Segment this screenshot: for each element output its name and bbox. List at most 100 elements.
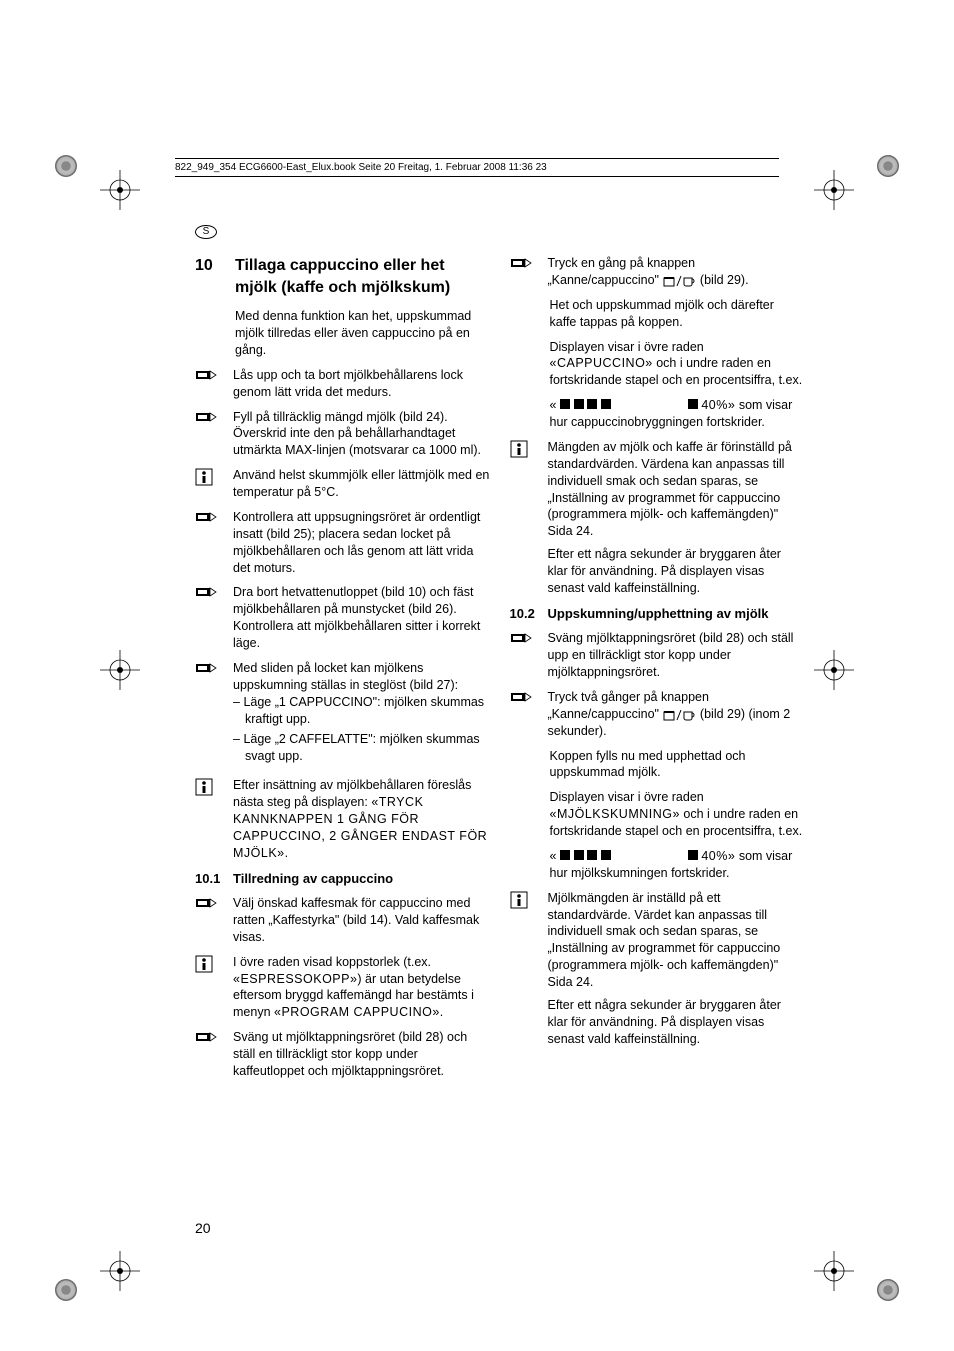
subsection-title: Uppskumning/upphettning av mjölk [548,605,805,623]
text-fragment: Med sliden på locket kan mjölkens uppsku… [233,661,458,692]
instruction-item: Med sliden på locket kan mjölkens uppsku… [195,660,490,769]
instruction-text: Tryck en gång på knappen „Kanne/cappucci… [548,255,805,289]
text-fragment: Mjölkmängden är inställd på ett standard… [548,890,805,991]
instruction-text: Välj önskad kaffesmak för cappuccino med… [233,895,490,946]
registration-mark-icon [814,650,854,695]
info-item: Mängden av mjölk och kaffe är förinställ… [510,439,805,597]
text-fragment: som visar hur cappuccinobryggningen fort… [550,398,793,429]
text-fragment: Displayen visar i övre raden [550,790,704,804]
info-icon [195,467,225,501]
hand-pointer-icon [195,660,225,769]
page: 822_949_354 ECG6600-East_Elux.book Seite… [0,0,954,1351]
text-fragment: « [550,398,557,412]
corner-dot-icon [55,155,77,177]
text-fragment: I övre raden visad koppstorlek (t.ex. [233,955,431,969]
progress-block-icon [574,399,584,409]
corner-dot-icon [877,1279,899,1301]
bullet-text: Läge „1 CAPPUCCINO": mjölken skummas kra… [243,695,484,726]
info-icon [510,439,540,597]
registration-mark-icon [100,1251,140,1291]
info-text: Mängden av mjölk och kaffe är förinställ… [548,439,805,597]
progress-block-icon [688,399,698,409]
info-text: Använd helst skummjölk eller lättmjölk m… [233,467,490,501]
hand-pointer-icon [195,509,225,577]
instruction-text: Dra bort hetvattenutloppet (bild 10) och… [233,584,490,652]
hand-pointer-icon [510,255,540,289]
display-text: «MJÖLKSKUMNING» [550,807,680,821]
hand-pointer-icon [510,630,540,681]
instruction-item: Fyll på tillräcklig mängd mjölk (bild 24… [195,409,490,460]
jug-cup-icon [662,708,696,722]
text-fragment: » [728,398,735,412]
info-icon [510,890,540,1048]
text-fragment: » [728,849,735,863]
subsection-number: 10.2 [510,605,540,623]
progress-block-icon [560,850,570,860]
page-number: 20 [195,1220,211,1236]
paragraph: Koppen fylls nu med upphettad och uppsku… [550,748,805,782]
text-fragment: . [440,1005,443,1019]
jug-cup-icon [662,274,696,288]
info-item: Efter insättning av mjölkbehållaren före… [195,777,490,861]
text-fragment: Efter ett några sekunder är bryggaren åt… [548,546,805,597]
subsection-number: 10.1 [195,870,225,888]
content-area: 10 Tillaga cappuccino eller het mjölk (k… [195,255,804,1088]
section-title: Tillaga cappuccino eller het mjölk (kaff… [235,255,490,298]
info-text: Mjölkmängden är inställd på ett standard… [548,890,805,1048]
paragraph: Displayen visar i övre raden «MJÖLKSKUMN… [550,789,805,840]
registration-mark-icon [100,650,140,695]
instruction-text: Tryck två gånger på knappen „Kanne/cappu… [548,689,805,740]
instruction-text: Lås upp och ta bort mjölkbehållarens loc… [233,367,490,401]
text-fragment: (bild 29). [700,273,749,287]
subsection-heading: 10.2 Uppskumning/upphettning av mjölk [510,605,805,623]
info-item: Använd helst skummjölk eller lättmjölk m… [195,467,490,501]
hand-pointer-icon [510,689,540,740]
instruction-text: Med sliden på locket kan mjölkens uppsku… [233,660,490,769]
progress-block-icon [601,850,611,860]
section-heading: 10 Tillaga cappuccino eller het mjölk (k… [195,255,490,298]
display-text: «CAPPUCCINO» [550,356,653,370]
instruction-item: Tryck en gång på knappen „Kanne/cappucci… [510,255,805,289]
subsection-title: Tillredning av cappuccino [233,870,490,888]
instruction-text: Kontrollera att uppsugningsröret är orde… [233,509,490,577]
corner-dot-icon [55,1279,77,1301]
print-header: 822_949_354 ECG6600-East_Elux.book Seite… [175,158,779,177]
info-icon [195,777,225,861]
bullet-item: – Läge „1 CAPPUCCINO": mjölken skummas k… [245,694,490,728]
bullet-item: – Läge „2 CAFFELATTE": mjölken skummas s… [245,731,490,765]
instruction-text: Sväng mjölktappningsröret (bild 28) och … [548,630,805,681]
display-text: «ESPRESSOKOPP» [233,972,357,986]
registration-mark-icon [100,170,140,210]
hand-pointer-icon [195,409,225,460]
progress-block-icon [601,399,611,409]
section-number: 10 [195,255,223,298]
progress-block-icon [587,399,597,409]
registration-mark-icon [814,170,854,210]
progress-block-icon [560,399,570,409]
corner-dot-icon [877,155,899,177]
language-badge: S [195,225,217,239]
progress-block-icon [688,850,698,860]
text-fragment: Displayen visar i övre raden [550,340,704,354]
progress-display: « 40%» som visar hur cappuccinobryggning… [550,397,805,431]
text-fragment: som visar hur mjölkskumningen fortskride… [550,849,793,880]
info-item: I övre raden visad koppstorlek (t.ex. «E… [195,954,490,1022]
instruction-item: Dra bort hetvattenutloppet (bild 10) och… [195,584,490,652]
hand-pointer-icon [195,367,225,401]
instruction-item: Sväng ut mjölktappningsröret (bild 28) o… [195,1029,490,1080]
instruction-text: Fyll på tillräcklig mängd mjölk (bild 24… [233,409,490,460]
info-item: Mjölkmängden är inställd på ett standard… [510,890,805,1048]
hand-pointer-icon [195,1029,225,1080]
instruction-item: Kontrollera att uppsugningsröret är orde… [195,509,490,577]
intro-paragraph: Med denna funktion kan het, uppskummad m… [235,308,490,359]
display-text: «PROGRAM CAPPUCINO» [274,1005,440,1019]
right-column: Tryck en gång på knappen „Kanne/cappucci… [510,255,805,1088]
progress-display: « 40%» som visar hur mjölkskumningen for… [550,848,805,882]
progress-percent: 40% [701,398,728,412]
info-icon [195,954,225,1022]
paragraph: Het och uppskummad mjölk och därefter ka… [550,297,805,331]
info-text: I övre raden visad koppstorlek (t.ex. «E… [233,954,490,1022]
bullet-text: Läge „2 CAFFELATTE": mjölken skummas sva… [243,732,479,763]
text-fragment: Efter insättning av mjölkbehållaren före… [233,778,471,809]
header-text: 822_949_354 ECG6600-East_Elux.book Seite… [175,162,547,173]
